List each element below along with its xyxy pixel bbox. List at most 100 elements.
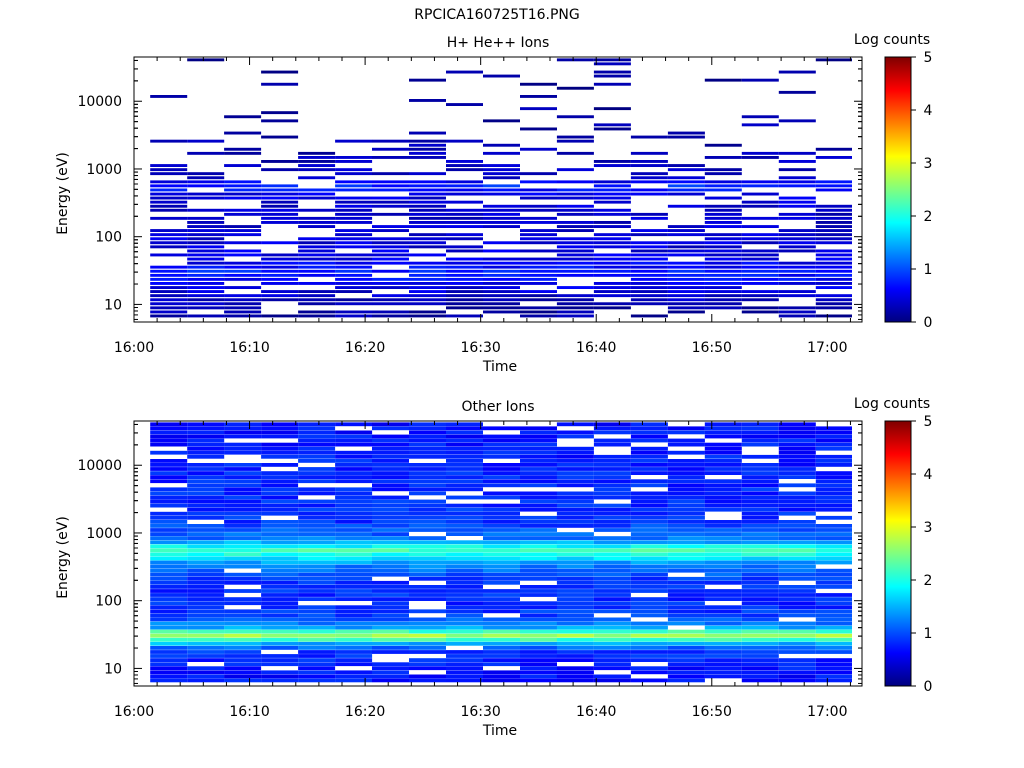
heatmap-cell bbox=[704, 168, 742, 172]
heatmap-cell bbox=[224, 646, 262, 650]
heatmap-cell bbox=[593, 192, 631, 196]
heatmap-cell bbox=[187, 434, 225, 439]
heatmap-cell bbox=[556, 180, 594, 184]
heatmap-cell bbox=[335, 454, 373, 459]
heatmap-cell bbox=[778, 446, 816, 451]
heatmap-cell bbox=[778, 261, 816, 265]
heatmap-cell bbox=[556, 298, 594, 302]
heatmap-cell bbox=[483, 593, 520, 597]
heatmap-cell bbox=[741, 216, 779, 220]
heatmap-cell bbox=[187, 463, 225, 467]
heatmap-cell bbox=[520, 670, 557, 675]
heatmap-cell bbox=[335, 495, 373, 500]
heatmap-cell bbox=[778, 678, 816, 683]
heatmap-cell bbox=[630, 637, 668, 642]
heatmap-cell bbox=[630, 678, 668, 683]
heatmap-cell bbox=[556, 273, 594, 277]
heatmap-cell bbox=[593, 475, 631, 479]
heatmap-cell bbox=[224, 265, 262, 269]
heatmap-cell bbox=[224, 475, 262, 479]
heatmap-cell bbox=[446, 184, 483, 188]
heatmap-cell bbox=[520, 172, 557, 176]
heatmap-cell bbox=[483, 442, 520, 447]
heatmap-cell bbox=[556, 515, 594, 520]
heatmap-cell bbox=[187, 483, 225, 488]
heatmap-cell bbox=[372, 609, 409, 614]
heatmap-cell bbox=[335, 282, 373, 285]
heatmap-cell bbox=[556, 115, 594, 119]
heatmap-cell bbox=[667, 613, 705, 618]
heatmap-cell bbox=[520, 601, 557, 606]
heatmap-cell bbox=[224, 654, 262, 658]
heatmap-cell bbox=[446, 585, 483, 589]
heatmap-cell bbox=[556, 306, 594, 310]
heatmap-cell bbox=[187, 487, 225, 492]
heatmap-cell bbox=[483, 463, 520, 467]
heatmap-cell bbox=[630, 528, 668, 532]
heatmap-cell bbox=[187, 495, 225, 500]
heatmap-cell bbox=[556, 580, 594, 585]
heatmap-cell bbox=[261, 168, 299, 172]
heatmap-cell bbox=[483, 172, 520, 176]
heatmap-cell bbox=[520, 491, 557, 496]
heatmap-cell bbox=[187, 580, 225, 585]
heatmap-cell bbox=[150, 241, 188, 245]
heatmap-cell bbox=[815, 212, 852, 216]
heatmap-cell bbox=[187, 564, 225, 569]
heatmap-cell bbox=[520, 560, 557, 565]
heatmap-cell bbox=[741, 471, 779, 475]
heatmap-cell bbox=[593, 221, 631, 224]
heatmap-cell bbox=[298, 176, 336, 180]
heatmap-cell bbox=[815, 483, 852, 488]
heatmap-cell bbox=[741, 589, 779, 593]
heatmap-cell bbox=[630, 245, 668, 249]
heatmap-cell bbox=[593, 633, 631, 638]
heatmap-cell bbox=[261, 450, 299, 455]
heatmap-cell bbox=[446, 654, 483, 658]
x-tick-label: 16:40 bbox=[576, 704, 616, 720]
heatmap-cell bbox=[741, 658, 779, 662]
heatmap-cell bbox=[520, 613, 557, 618]
heatmap-cell bbox=[556, 459, 594, 463]
heatmap-cell bbox=[815, 446, 852, 451]
heatmap-cell bbox=[446, 666, 483, 671]
heatmap-cell bbox=[150, 229, 188, 232]
heatmap-cell bbox=[483, 273, 520, 277]
heatmap-cell bbox=[335, 233, 373, 237]
heatmap-cell bbox=[630, 282, 668, 285]
heatmap-cell bbox=[741, 294, 779, 298]
heatmap-cell bbox=[150, 609, 188, 614]
heatmap-cell bbox=[520, 273, 557, 277]
heatmap-cell bbox=[187, 277, 225, 281]
heatmap-cell bbox=[778, 430, 816, 435]
heatmap-cell bbox=[630, 605, 668, 610]
heatmap-cell bbox=[778, 204, 816, 208]
heatmap-cell bbox=[815, 605, 852, 610]
heatmap-cell bbox=[372, 475, 409, 479]
heatmap-cell bbox=[446, 306, 483, 310]
heatmap-cell bbox=[335, 314, 373, 318]
heatmap-cell bbox=[446, 613, 483, 618]
heatmap-cell bbox=[667, 310, 705, 314]
heatmap-cell bbox=[741, 261, 779, 265]
heatmap-cell bbox=[261, 208, 299, 212]
heatmap-cell bbox=[704, 621, 742, 626]
heatmap-cell bbox=[446, 180, 483, 184]
heatmap-cell bbox=[741, 438, 779, 443]
heatmap-cell bbox=[593, 585, 631, 589]
heatmap-cell bbox=[224, 422, 262, 427]
heatmap-cell bbox=[446, 532, 483, 536]
heatmap-cell bbox=[520, 282, 557, 285]
heatmap-cell bbox=[815, 188, 852, 192]
heatmap-cell bbox=[224, 621, 262, 626]
heatmap-cell bbox=[704, 454, 742, 459]
heatmap-cell bbox=[409, 180, 446, 184]
heatmap-cell bbox=[187, 180, 225, 184]
heatmap-cell bbox=[409, 520, 446, 524]
heatmap-cell bbox=[372, 617, 409, 622]
heatmap-cell bbox=[593, 580, 631, 585]
heatmap-cell bbox=[372, 422, 409, 427]
heatmap-cell bbox=[704, 225, 742, 228]
heatmap-cell bbox=[483, 658, 520, 662]
heatmap-cell bbox=[630, 597, 668, 601]
